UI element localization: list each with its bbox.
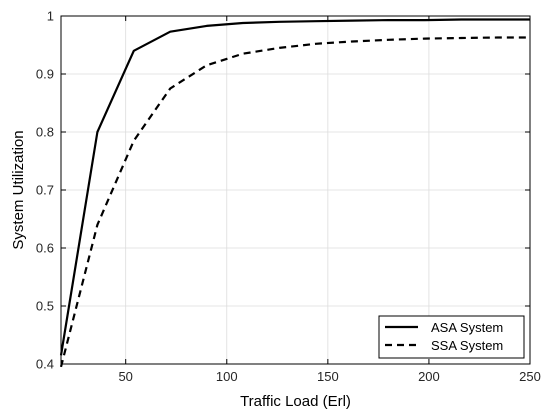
y-tick-label: 0.5	[36, 299, 54, 314]
x-tick-label: 100	[216, 369, 238, 384]
y-tick-label: 0.4	[36, 357, 54, 372]
series-line-ssa	[59, 36, 530, 368]
x-tick-label: 150	[317, 369, 339, 384]
legend: ASA System SSA System	[378, 315, 525, 359]
x-tick-label: 250	[519, 369, 541, 384]
y-tick-label: 0.9	[36, 67, 54, 82]
x-tick-label: 200	[418, 369, 440, 384]
legend-box	[378, 315, 525, 359]
y-tick-label: 0.6	[36, 241, 54, 256]
y-tick-labels: 0.4 0.5 0.6 0.7 0.8 0.9 1	[36, 9, 54, 372]
y-tick-label: 1	[47, 9, 54, 24]
x-axis-title: Traffic Load (Erl)	[240, 393, 351, 410]
legend-label-asa: ASA System	[431, 320, 503, 335]
grid	[61, 16, 530, 364]
x-tick-labels: 50 100 150 200 250	[118, 369, 540, 384]
x-tick-label: 50	[118, 369, 132, 384]
y-tick-label: 0.8	[36, 125, 54, 140]
series-line-asa	[59, 18, 530, 356]
y-tick-label: 0.7	[36, 183, 54, 198]
series-layer	[59, 18, 530, 368]
legend-label-ssa: SSA System	[431, 338, 503, 353]
ticks	[61, 15, 531, 365]
y-axis-title: System Utilization	[10, 130, 27, 249]
